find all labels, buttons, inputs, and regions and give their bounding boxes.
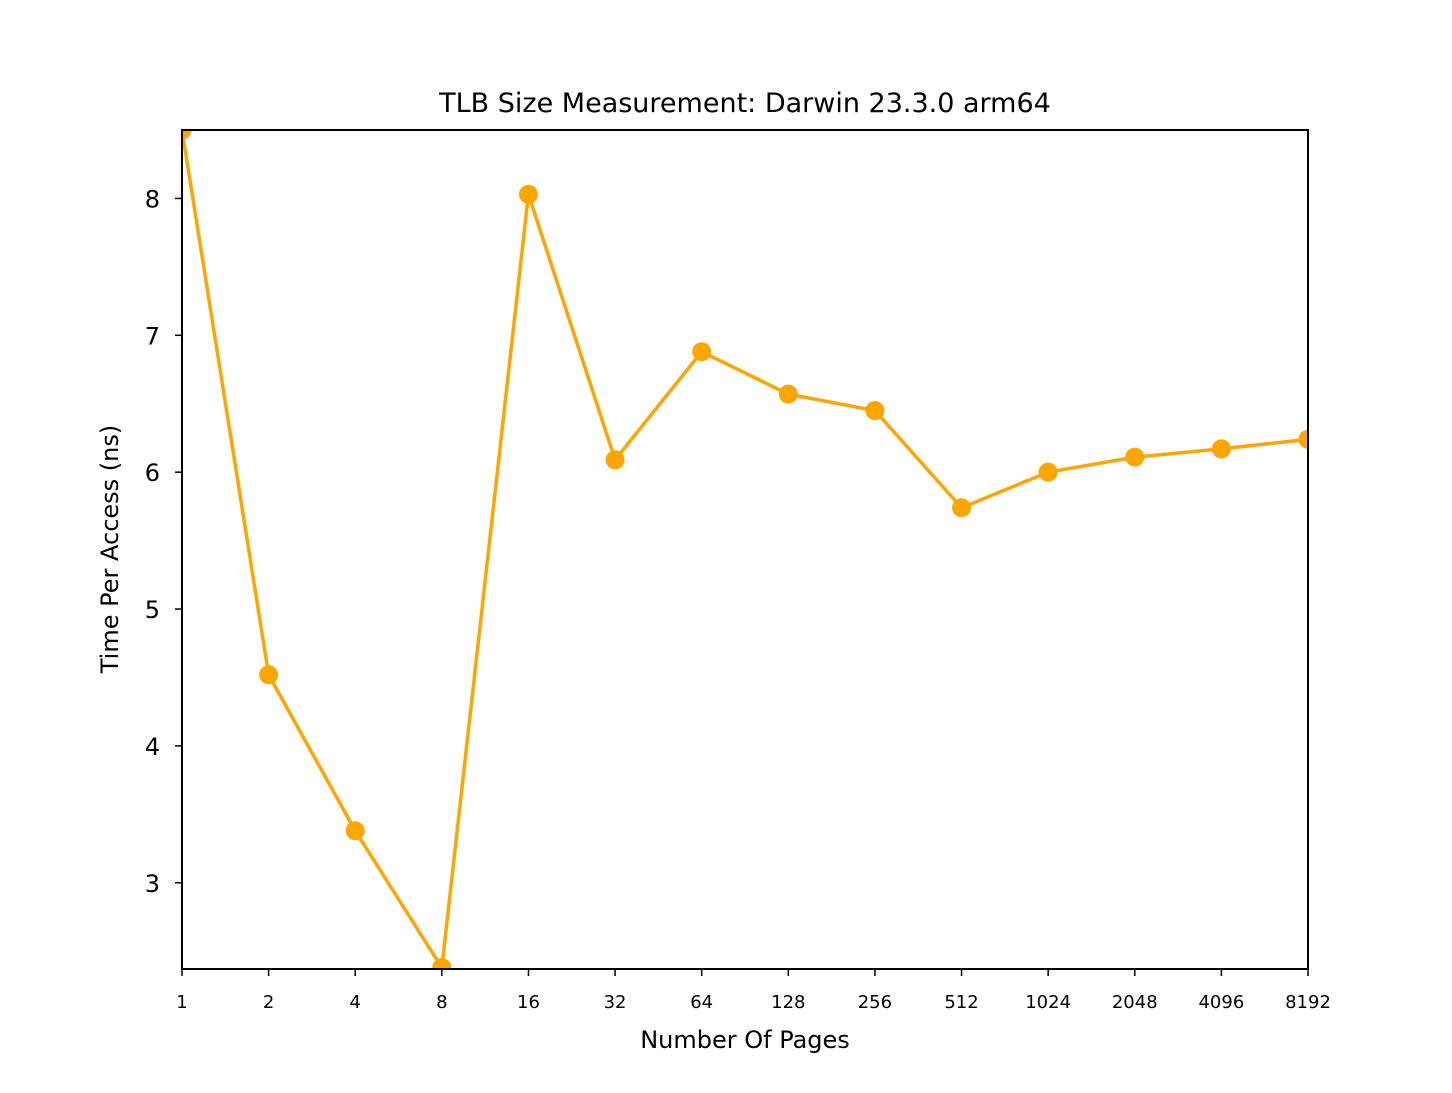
y-tick-label: 6 — [145, 459, 160, 487]
data-point — [865, 401, 885, 421]
series-line — [182, 130, 1308, 969]
y-axis-label: Time Per Access (ns) — [96, 425, 124, 674]
plot-area — [181, 129, 1309, 970]
x-axis-label: Number Of Pages — [640, 1026, 850, 1054]
data-point — [1125, 447, 1145, 467]
series-group — [182, 130, 1308, 969]
data-point — [605, 450, 625, 470]
x-tick-label: 256 — [858, 992, 892, 1013]
x-axis: 1 2 4 8 16 32 64 128 256 512 1024 2048 4096 8192 — [176, 969, 1331, 1013]
x-tick-label: 2 — [263, 992, 274, 1013]
series-layer — [182, 130, 1308, 969]
data-point — [1298, 429, 1308, 449]
data-point — [432, 958, 452, 969]
data-point — [778, 384, 798, 404]
x-tick-label: 4096 — [1198, 992, 1244, 1013]
x-tick-label: 4 — [350, 992, 361, 1013]
data-point — [692, 342, 712, 362]
x-tick-label: 2048 — [1112, 992, 1158, 1013]
x-tick-label: 8192 — [1285, 992, 1331, 1013]
chart-title: TLB Size Measurement: Darwin 23.3.0 arm6… — [438, 88, 1051, 119]
data-point — [1211, 439, 1231, 459]
x-tick-label: 1024 — [1025, 992, 1071, 1013]
y-tick-label: 3 — [145, 870, 160, 898]
y-tick-label: 5 — [145, 596, 160, 624]
x-tick-label: 32 — [604, 992, 627, 1013]
data-point — [1038, 462, 1058, 482]
data-point — [952, 498, 972, 518]
plot-frame — [181, 129, 1309, 970]
x-tick-label: 128 — [771, 992, 805, 1013]
y-tick-label: 7 — [145, 322, 160, 350]
x-tick-label: 64 — [690, 992, 713, 1013]
y-tick-label: 4 — [145, 733, 160, 761]
x-tick-label: 512 — [944, 992, 978, 1013]
x-tick-label: 1 — [176, 992, 187, 1013]
data-point — [182, 130, 192, 140]
x-tick-label: 8 — [436, 992, 447, 1013]
y-axis: 3 4 5 6 7 8 — [145, 185, 182, 898]
data-point — [345, 821, 365, 841]
data-point — [259, 665, 279, 685]
plot-background — [182, 130, 1308, 969]
data-point — [518, 184, 538, 204]
y-tick-label: 8 — [145, 185, 160, 213]
x-tick-label: 16 — [517, 992, 540, 1013]
